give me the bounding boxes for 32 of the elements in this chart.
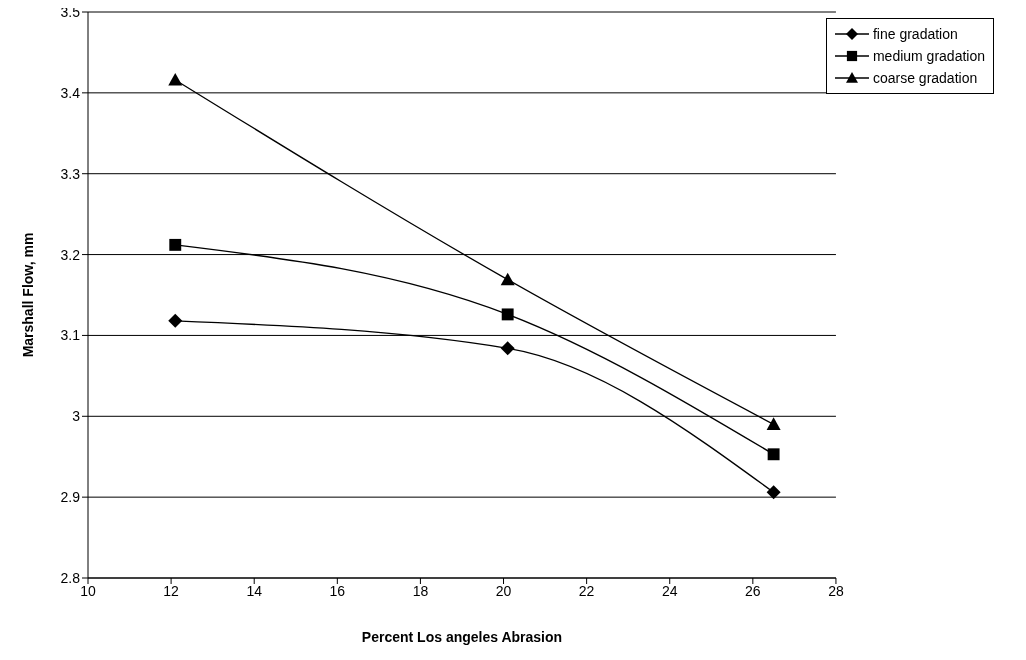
point bbox=[168, 313, 183, 328]
x-tick-label: 18 bbox=[412, 582, 429, 599]
legend-label: coarse gradation bbox=[872, 70, 978, 86]
x-tick-label: 24 bbox=[661, 582, 678, 599]
x-tick-label: 12 bbox=[163, 582, 180, 599]
x-tick-label: 28 bbox=[828, 582, 844, 599]
y-tick-label: 3.5 bbox=[60, 3, 81, 20]
y-tick-label: 2.8 bbox=[60, 569, 81, 586]
point bbox=[169, 238, 182, 251]
x-axis-title: Percent Los angeles Abrasion bbox=[361, 629, 563, 645]
y-tick-label: 3.4 bbox=[60, 84, 81, 101]
x-tick-label: 14 bbox=[246, 582, 263, 599]
y-axis-title: Marshall Flow, mm bbox=[19, 232, 36, 358]
legend-label: medium gradation bbox=[872, 48, 985, 64]
y-tick-label: 2.9 bbox=[60, 489, 81, 506]
point bbox=[501, 308, 514, 321]
x-tick-label: 16 bbox=[329, 582, 346, 599]
point bbox=[500, 341, 515, 356]
point bbox=[766, 485, 781, 500]
y-tick-label: 3.2 bbox=[60, 246, 81, 263]
x-tick-label: 22 bbox=[578, 582, 595, 599]
y-tick-label: 3.1 bbox=[60, 327, 81, 344]
y-tick-label: 3 bbox=[72, 408, 81, 425]
x-tick-label: 10 bbox=[80, 582, 96, 599]
point bbox=[168, 72, 183, 86]
point bbox=[766, 417, 781, 430]
point bbox=[767, 448, 780, 461]
x-tick-label: 26 bbox=[745, 582, 761, 599]
legend-label: fine gradation bbox=[872, 26, 958, 42]
x-tick-label: 20 bbox=[495, 582, 512, 599]
point bbox=[500, 272, 515, 286]
y-tick-label: 3.3 bbox=[60, 165, 81, 182]
